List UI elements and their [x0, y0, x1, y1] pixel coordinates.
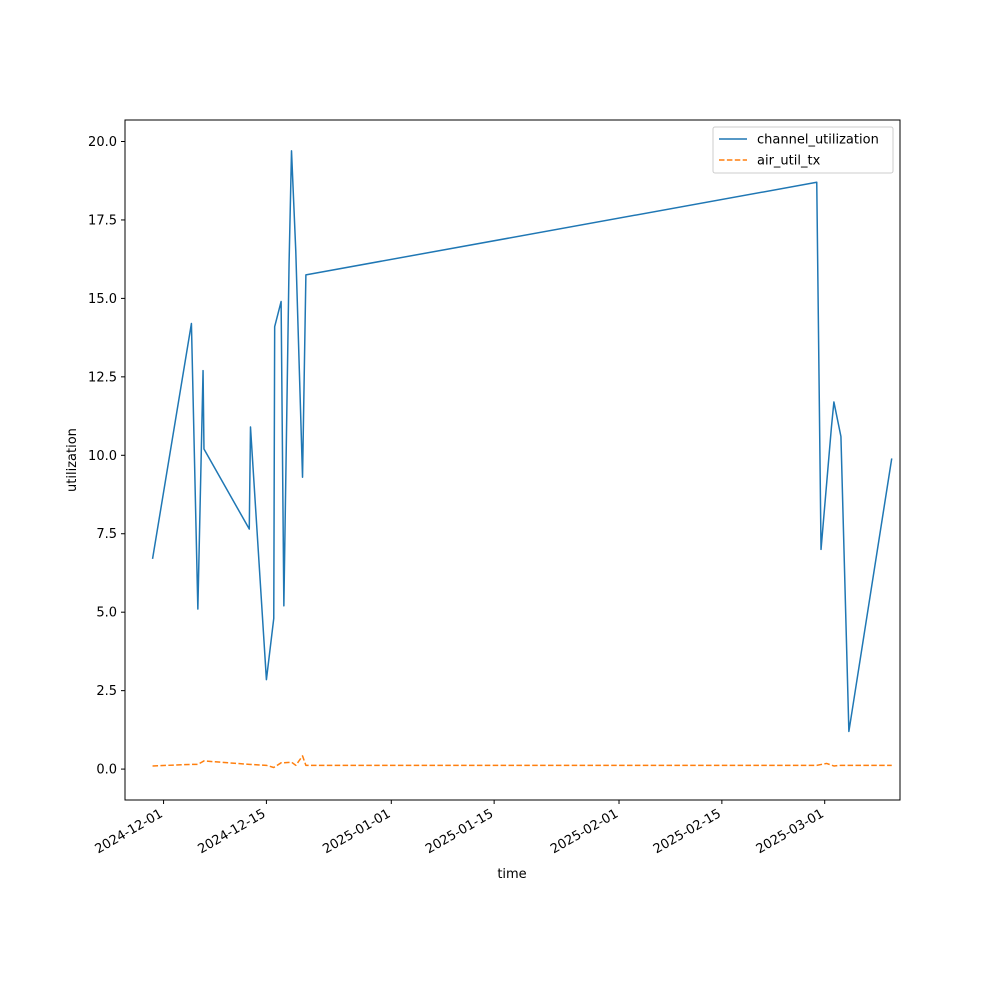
plot-frame — [124, 119, 901, 801]
y-axis-label: utilization — [65, 428, 80, 492]
x-tick-label: 2025-02-01 — [548, 806, 621, 857]
x-axis-label: time — [497, 867, 526, 882]
y-tick-label: 12.5 — [88, 370, 117, 385]
x-axis-ticks: 2024-12-01 2024-12-15 2025-01-01 2025-01-15… — [93, 800, 827, 857]
legend-box — [712, 126, 894, 174]
y-tick-label: 0.0 — [96, 763, 117, 778]
x-tick-label: 2025-01-15 — [423, 806, 496, 857]
y-tick-label: 17.5 — [88, 213, 117, 228]
x-tick-label: 2024-12-01 — [93, 806, 166, 857]
plot-lines — [151, 150, 893, 769]
x-tick-label: 2024-12-15 — [195, 806, 268, 857]
y-tick-label: 20.0 — [88, 135, 117, 150]
series-line-air_util_tx — [152, 755, 892, 769]
x-tick-label: 2025-01-01 — [320, 806, 393, 857]
x-tick-label: 2025-03-01 — [754, 806, 827, 857]
y-tick-label: 5.0 — [96, 606, 117, 621]
y-tick-label: 10.0 — [88, 449, 117, 464]
legend-label-channel_utilization: channel_utilization — [757, 133, 879, 148]
y-tick-label: 7.5 — [96, 527, 117, 542]
y-axis-ticks: 0.0 2.5 5.0 7.5 10.0 12.5 15.0 17.5 20.0 — [88, 135, 125, 778]
y-tick-label: 2.5 — [96, 684, 117, 699]
x-tick-label: 2025-02-15 — [651, 806, 724, 857]
y-tick-label: 15.0 — [88, 292, 117, 307]
legend: channel_utilization air_util_tx — [712, 126, 894, 174]
series-line-channel_utilization — [151, 150, 893, 733]
legend-label-air_util_tx: air_util_tx — [757, 154, 821, 169]
